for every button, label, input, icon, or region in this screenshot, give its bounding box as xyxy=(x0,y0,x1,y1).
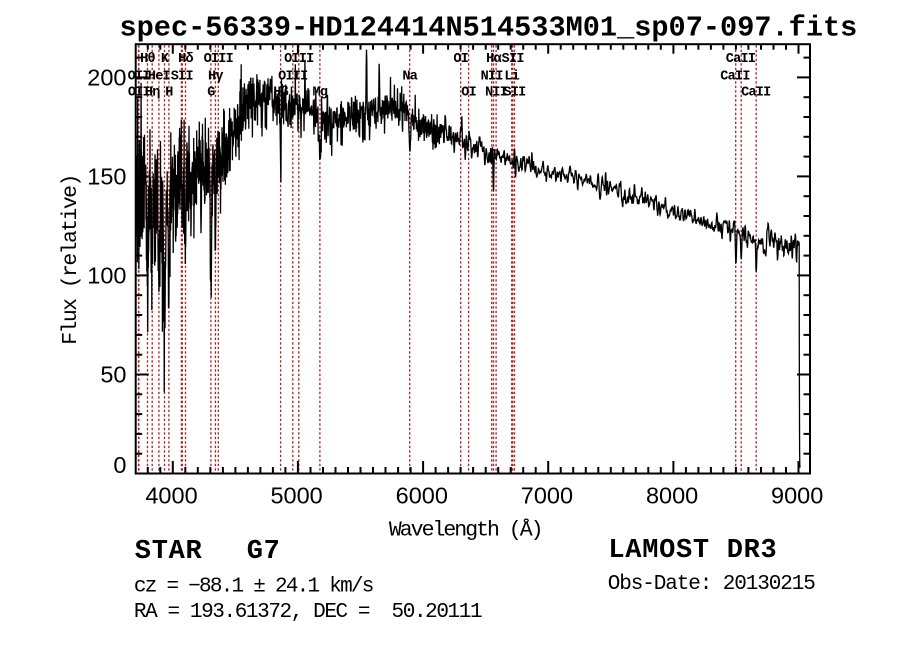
svg-text:7000: 7000 xyxy=(521,482,573,508)
svg-text:OIII: OIII xyxy=(278,70,308,85)
svg-text:6000: 6000 xyxy=(396,482,448,508)
svg-text:CaII: CaII xyxy=(741,86,771,101)
svg-text:Hδ: Hδ xyxy=(178,52,193,67)
svg-text:Na: Na xyxy=(402,70,417,85)
svg-text:cz = −88.1 ± 24.1 km/s: cz = −88.1 ± 24.1 km/s xyxy=(134,576,373,599)
svg-text:OI: OI xyxy=(453,52,468,67)
svg-text:Hα: Hα xyxy=(486,52,502,67)
svg-text:Li: Li xyxy=(504,70,519,85)
svg-text:8000: 8000 xyxy=(646,482,698,508)
svg-text:Hη: Hη xyxy=(145,86,160,101)
svg-text:Flux (relative): Flux (relative) xyxy=(59,175,83,345)
svg-text:RA = 193.61372, DEC = 50.2011: RA = 193.61372, DEC = 50.20111 xyxy=(134,601,482,624)
svg-text:150: 150 xyxy=(87,164,126,190)
svg-text:0: 0 xyxy=(113,452,126,478)
svg-text:Hθ: Hθ xyxy=(140,52,155,67)
svg-text:OIII: OIII xyxy=(284,52,314,67)
svg-text:G7: G7 xyxy=(247,537,281,567)
svg-text:CaII: CaII xyxy=(726,52,756,67)
svg-text:Hγ: Hγ xyxy=(208,70,223,85)
svg-text:NII: NII xyxy=(485,86,508,101)
svg-text:NII: NII xyxy=(481,70,504,85)
svg-text:CaII: CaII xyxy=(720,70,750,85)
svg-text:SII: SII xyxy=(171,70,194,85)
svg-text:SII: SII xyxy=(502,52,525,67)
svg-text:50: 50 xyxy=(100,362,126,388)
svg-text:5000: 5000 xyxy=(270,482,322,508)
svg-text:HeI: HeI xyxy=(148,70,171,85)
svg-text:G: G xyxy=(207,86,215,101)
svg-text:H: H xyxy=(165,86,173,101)
svg-text:Hβ: Hβ xyxy=(273,86,288,101)
svg-text:Obs-Date: 20130215: Obs-Date: 20130215 xyxy=(608,573,816,596)
svg-text:Wavelength (Å): Wavelength (Å) xyxy=(389,517,542,543)
svg-text:LAMOST DR3: LAMOST DR3 xyxy=(608,536,777,566)
svg-text:4000: 4000 xyxy=(145,482,197,508)
svg-text:OII: OII xyxy=(128,86,151,101)
svg-text:STAR: STAR xyxy=(135,537,203,567)
svg-text:SII: SII xyxy=(503,86,526,101)
svg-text:200: 200 xyxy=(87,64,126,90)
svg-text:K: K xyxy=(161,52,170,67)
svg-text:9000: 9000 xyxy=(771,482,823,508)
svg-text:OI: OI xyxy=(461,86,476,101)
svg-text:100: 100 xyxy=(87,263,126,289)
svg-text:OII: OII xyxy=(128,70,151,85)
svg-text:OIII: OIII xyxy=(204,52,234,67)
svg-text:Mg: Mg xyxy=(313,86,328,101)
svg-text:spec-56339-HD124414N514533M01_: spec-56339-HD124414N514533M01_sp07-097.f… xyxy=(119,12,857,45)
